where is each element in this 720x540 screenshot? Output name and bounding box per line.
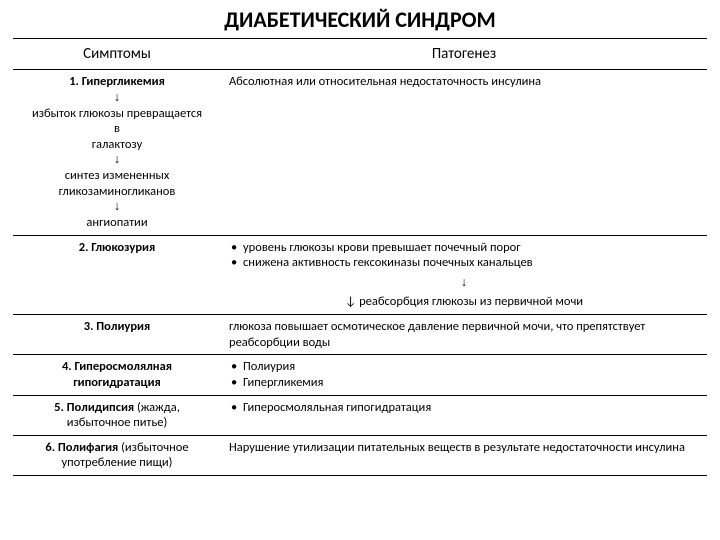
symptom-cascade: 1. Гипергликемия ↓ избыток глюкозы превр… — [21, 74, 213, 230]
symptom-cell: 4. Гиперосмолялная гипогидратация — [13, 355, 221, 395]
symptom-cell: 5. Полидипсия (жажда, избыточное питье) — [13, 395, 221, 435]
symptom-text: гипогидратация — [21, 375, 213, 391]
table-row: 3. Полиурия глюкоза повышает осмотическо… — [13, 315, 707, 355]
symptom-title: 5. Полидипсия — [54, 400, 134, 415]
consequence-text: ↓ реабсорбция глюкозы из первичной мочи — [229, 294, 699, 310]
pathogenesis-cell: Нарушение утилизации питательных веществ… — [221, 435, 707, 475]
table-header-row: Симптомы Патогенез — [13, 38, 707, 70]
bullet-list: Полиурия Гипергликемия — [229, 359, 699, 390]
cascade-text: избыток глюкозы превращается — [21, 106, 213, 122]
pathogenesis-cell: Абсолютная или относительная недостаточн… — [221, 70, 707, 235]
header-symptoms: Симптомы — [13, 38, 221, 70]
symptom-text: 4. Гиперосмолялная — [21, 359, 213, 375]
arrow-down-icon: ↓ — [21, 199, 213, 215]
symptom-cell: 2. Глюкозурия — [13, 235, 221, 315]
table-row: 6. Полифагия (избыточное употребление пи… — [13, 435, 707, 475]
pathogenesis-cell: Гиперосмоляльная гипогидратация — [221, 395, 707, 435]
table-row: 2. Глюкозурия уровень глюкозы крови прев… — [13, 235, 707, 315]
list-item: Полиурия — [231, 359, 699, 375]
list-item: Гипергликемия — [231, 375, 699, 391]
cascade-text: гликозаминогликанов — [21, 184, 213, 200]
header-pathogenesis: Патогенез — [221, 38, 707, 70]
pathogenesis-cell: Полиурия Гипергликемия — [221, 355, 707, 395]
page-title: ДИАБЕТИЧЕСКИЙ СИНДРОМ — [0, 0, 720, 38]
list-item: уровень глюкозы крови превышает почечный… — [231, 240, 699, 256]
symptom-note: (избыточное — [118, 440, 188, 455]
symptom-title: 6. Полифагия — [45, 440, 118, 455]
symptom-cell: 1. Гипергликемия ↓ избыток глюкозы превр… — [13, 70, 221, 235]
list-item: снижена активность гексокиназы почечных … — [231, 255, 699, 271]
table-row: 1. Гипергликемия ↓ избыток глюкозы превр… — [13, 70, 707, 235]
arrow-down-icon: ↓ — [229, 275, 699, 291]
cascade-text: галактозу — [21, 137, 213, 153]
bullet-list: уровень глюкозы крови превышает почечный… — [229, 240, 699, 271]
arrow-down-icon: ↓ — [21, 90, 213, 106]
symptom-cell: 6. Полифагия (избыточное употребление пи… — [13, 435, 221, 475]
symptom-note: (жажда, — [134, 400, 180, 415]
pathogenesis-cell: глюкоза повышает осмотическое давление п… — [221, 315, 707, 355]
bullet-list: Гиперосмоляльная гипогидратация — [229, 400, 699, 416]
table-row: 5. Полидипсия (жажда, избыточное питье) … — [13, 395, 707, 435]
arrow-down-icon: ↓ — [21, 152, 213, 168]
symptom-title: 1. Гипергликемия — [21, 74, 213, 90]
cascade-text: в — [21, 121, 213, 137]
list-item: Гиперосмоляльная гипогидратация — [231, 400, 699, 416]
symptom-note: избыточное питье) — [21, 415, 213, 431]
symptom-note: употребление пищи) — [21, 455, 213, 471]
cascade-text: ангиопатии — [21, 215, 213, 231]
pathogenesis-cell: уровень глюкозы крови превышает почечный… — [221, 235, 707, 315]
table-row: 4. Гиперосмолялная гипогидратация Полиур… — [13, 355, 707, 395]
syndrome-table: Симптомы Патогенез 1. Гипергликемия ↓ из… — [13, 38, 707, 477]
cascade-text: синтез измененных — [21, 168, 213, 184]
symptom-cell: 3. Полиурия — [13, 315, 221, 355]
